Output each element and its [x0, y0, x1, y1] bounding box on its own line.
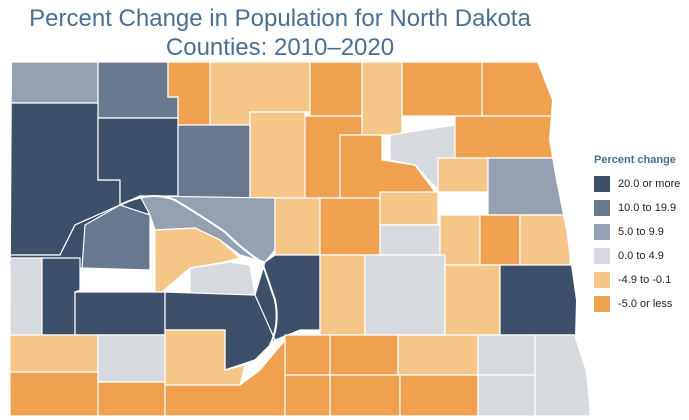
- county-burke: [97, 62, 179, 119]
- legend-label: 0.0 to 4.9: [618, 250, 664, 262]
- legend: Percent change 20.0 or more 10.0 to 19.9…: [594, 154, 689, 319]
- legend-item: -5.0 or less: [594, 295, 689, 313]
- county-hettinger: [97, 334, 166, 383]
- county-eddy: [379, 191, 439, 226]
- county-grand-forks: [487, 157, 571, 216]
- county-traill: [519, 214, 571, 266]
- legend-item: 10.0 to 19.9: [594, 199, 689, 217]
- county-sargent: [477, 374, 536, 416]
- county-walsh: [454, 115, 561, 159]
- county-wells: [319, 197, 381, 256]
- legend-item: 5.0 to 9.9: [594, 223, 689, 241]
- county-logan: [329, 334, 399, 376]
- legend-label: -4.9 to -0.1: [618, 274, 672, 286]
- county-cass: [499, 264, 581, 336]
- county-ransom: [477, 334, 536, 376]
- county-barnes: [444, 264, 501, 336]
- county-richland: [534, 334, 590, 416]
- legend-title: Percent change: [594, 154, 676, 166]
- county-steele: [479, 214, 521, 266]
- title-line-1: Percent Change in Population for North D…: [29, 5, 531, 32]
- legend-item: -4.9 to -0.1: [594, 271, 689, 289]
- county-dunn: [81, 204, 151, 271]
- county-burleigh: [254, 254, 321, 341]
- county-sioux: [164, 338, 286, 416]
- legend-swatch: [594, 296, 610, 312]
- legend-swatch: [594, 272, 610, 288]
- county-golden-valley: [10, 257, 43, 346]
- county-cavalier: [401, 62, 483, 117]
- legend-item: 0.0 to 4.9: [594, 247, 689, 265]
- county-foster: [379, 224, 441, 256]
- county-mcintosh: [284, 374, 331, 416]
- county-emmons: [284, 334, 331, 376]
- county-dickey: [329, 374, 401, 416]
- county-lamoure: [397, 334, 479, 376]
- legend-swatch: [594, 224, 610, 240]
- legend-label: -5.0 or less: [618, 298, 673, 310]
- river-line: [119, 195, 278, 346]
- county-adams-2: [97, 381, 166, 416]
- county-mchenry: [249, 111, 306, 199]
- county-ward: [177, 124, 251, 199]
- legend-swatch: [594, 176, 610, 192]
- county-pembina: [481, 62, 561, 117]
- county-billings: [41, 257, 81, 336]
- county-stark: [74, 291, 166, 336]
- county-bowman-slope: [10, 334, 99, 373]
- county-adams: [10, 371, 99, 416]
- county-towner: [361, 62, 403, 136]
- county-stutsman: [364, 254, 446, 336]
- county-oliver: [189, 261, 256, 296]
- title-line-2: Counties: 2010–2020: [165, 34, 395, 61]
- legend-label: 20.0 or more: [618, 178, 681, 190]
- legend-label: 10.0 to 19.9: [618, 202, 677, 214]
- county-griggs: [439, 214, 481, 266]
- legend-label: 5.0 to 9.9: [618, 226, 664, 238]
- counties-layer: [10, 62, 590, 416]
- county-divide: [10, 62, 99, 104]
- map-title: Percent Change in Population for North D…: [0, 4, 560, 62]
- county-rolette: [309, 62, 363, 117]
- county-kidder: [319, 254, 366, 336]
- county-sheridan: [274, 197, 321, 256]
- legend-swatch: [594, 200, 610, 216]
- legend-swatch: [594, 248, 610, 264]
- county-nelson: [437, 157, 489, 193]
- legend-item: 20.0 or more: [594, 175, 689, 193]
- county-dickey-2: [399, 374, 479, 416]
